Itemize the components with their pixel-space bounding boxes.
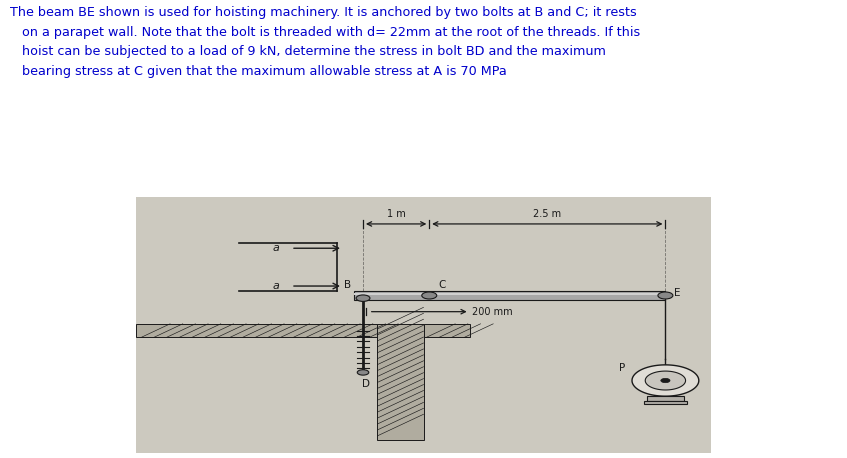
Polygon shape [632, 365, 699, 396]
Text: a: a [273, 243, 280, 253]
Text: 1 m: 1 m [387, 209, 406, 219]
Circle shape [658, 292, 673, 299]
Text: a: a [273, 281, 280, 291]
Circle shape [422, 292, 437, 299]
Text: P: P [619, 363, 625, 372]
Bar [378, 324, 424, 440]
Bar [354, 293, 666, 294]
Bar [647, 396, 684, 401]
Bar [136, 324, 378, 338]
Bar [644, 401, 687, 404]
Text: 200 mm: 200 mm [473, 307, 513, 316]
Polygon shape [645, 371, 685, 390]
Text: D: D [362, 379, 370, 389]
Text: E: E [674, 288, 680, 298]
Text: 2.5 m: 2.5 m [534, 209, 562, 219]
Circle shape [357, 370, 368, 375]
Text: B: B [345, 280, 352, 290]
Text: C: C [438, 280, 446, 290]
Text: The beam BE shown is used for hoisting machinery. It is anchored by two bolts at: The beam BE shown is used for hoisting m… [10, 6, 640, 77]
Bar [354, 291, 666, 300]
Circle shape [661, 378, 670, 383]
Circle shape [356, 295, 370, 301]
Bar [424, 324, 469, 338]
